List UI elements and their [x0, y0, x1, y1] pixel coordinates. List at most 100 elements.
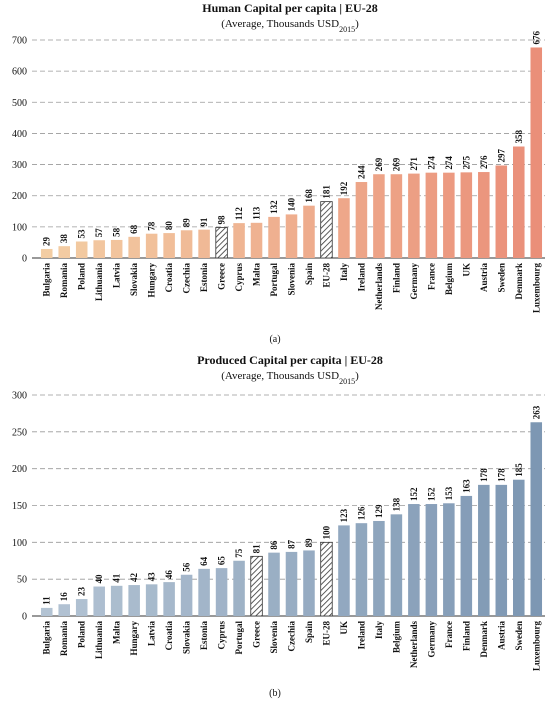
bar	[530, 422, 543, 616]
bar	[530, 47, 543, 258]
x-tick-label: Netherlands	[374, 263, 384, 310]
bar	[425, 504, 438, 616]
x-tick-label: EU-28	[321, 621, 331, 646]
bar	[373, 174, 385, 258]
subtitle-part: )	[355, 18, 359, 30]
x-tick-label: Germany	[426, 621, 436, 658]
x-tick-label: Belgium	[444, 263, 454, 296]
data-label: 138	[391, 497, 401, 511]
x-tick-label: Slovakia	[182, 621, 192, 655]
y-tick-label: 200	[12, 191, 27, 202]
data-label: 68	[129, 224, 139, 234]
data-label: 41	[112, 573, 122, 583]
bar	[408, 173, 420, 258]
x-tick-label: Lithuania	[94, 263, 104, 302]
bar	[250, 555, 263, 617]
data-label: 64	[199, 556, 209, 566]
x-tick-label: Spain	[304, 263, 314, 285]
x-tick-label: UK	[339, 621, 349, 635]
y-tick-label: 150	[12, 501, 27, 512]
x-tick-label: Poland	[77, 263, 87, 290]
x-tick-label: Slovenia	[287, 263, 297, 296]
data-label: 91	[199, 217, 209, 227]
y-tick-label: 100	[12, 222, 27, 233]
bar	[58, 604, 70, 616]
x-tick-label: Malta	[252, 263, 262, 286]
y-tick-label: 50	[17, 575, 27, 586]
bar	[408, 504, 420, 616]
bar	[180, 574, 193, 616]
bar	[40, 248, 53, 258]
bar	[215, 568, 228, 616]
data-label: 100	[321, 525, 331, 539]
data-label: 676	[531, 30, 541, 44]
bar	[303, 550, 315, 616]
data-label: 269	[391, 157, 401, 171]
x-tick-label: Luxembourg	[531, 621, 541, 672]
bar	[338, 198, 350, 258]
data-label: 163	[461, 479, 471, 493]
data-label: 43	[147, 572, 157, 582]
bar	[268, 216, 280, 258]
data-label: 358	[514, 130, 524, 144]
subtitle-part: 2015	[339, 25, 355, 34]
bar	[320, 541, 333, 617]
y-tick-label: 400	[12, 129, 27, 140]
x-tick-label: Spain	[304, 621, 314, 643]
bar	[373, 520, 385, 616]
data-label: 98	[217, 215, 227, 225]
data-label: 86	[269, 540, 279, 550]
x-tick-label: Slovakia	[129, 263, 139, 297]
data-label: 152	[426, 487, 436, 501]
bar	[93, 240, 105, 258]
bar	[355, 523, 368, 616]
subtitle-part: 2015	[339, 377, 355, 386]
bar	[128, 236, 140, 258]
x-tick-label: Austria	[496, 621, 506, 650]
bar	[320, 201, 333, 259]
x-tick-label: Croatia	[164, 621, 174, 651]
bar	[40, 607, 53, 616]
data-label: 185	[514, 463, 524, 477]
data-label: 81	[252, 544, 262, 554]
subtitle-part: (Average, Thousands USD	[221, 18, 339, 30]
bar	[478, 172, 490, 258]
x-tick-label: UK	[461, 263, 471, 277]
bar	[443, 172, 455, 258]
bar	[93, 586, 105, 616]
x-tick-label: France	[426, 263, 436, 290]
data-label: 140	[287, 197, 297, 211]
x-tick-label: Cyprus	[234, 263, 244, 292]
y-tick-label: 100	[12, 538, 27, 549]
x-tick-label: Sweden	[496, 263, 506, 293]
bar	[198, 229, 210, 258]
data-label: 112	[234, 207, 244, 221]
x-tick-label: Denmark	[514, 263, 524, 300]
data-label: 132	[269, 200, 279, 214]
x-tick-label: Ireland	[356, 263, 366, 291]
data-label: 271	[409, 157, 419, 171]
x-tick-label: Finland	[391, 263, 401, 293]
data-label: 275	[461, 155, 471, 169]
x-tick-label: Lithuania	[94, 621, 104, 660]
data-label: 152	[409, 487, 419, 501]
y-tick-label: 250	[12, 427, 27, 438]
x-tick-label: Latvia	[147, 621, 157, 647]
data-label: 78	[147, 221, 157, 231]
data-label: 276	[479, 155, 489, 169]
data-label: 178	[479, 468, 489, 482]
y-tick-label: 300	[12, 391, 27, 402]
x-tick-label: Slovenia	[269, 621, 279, 654]
bar	[110, 585, 123, 616]
x-tick-label: Finland	[461, 621, 471, 651]
data-label: 16	[59, 592, 69, 602]
subtitle-part: )	[355, 370, 359, 382]
bar	[110, 239, 123, 258]
x-tick-label: Czechia	[182, 263, 192, 294]
data-label: 274	[444, 156, 454, 170]
data-label: 244	[356, 165, 366, 179]
data-label: 23	[77, 587, 87, 597]
bar	[250, 222, 263, 258]
bar	[425, 172, 438, 258]
bar	[180, 230, 193, 258]
